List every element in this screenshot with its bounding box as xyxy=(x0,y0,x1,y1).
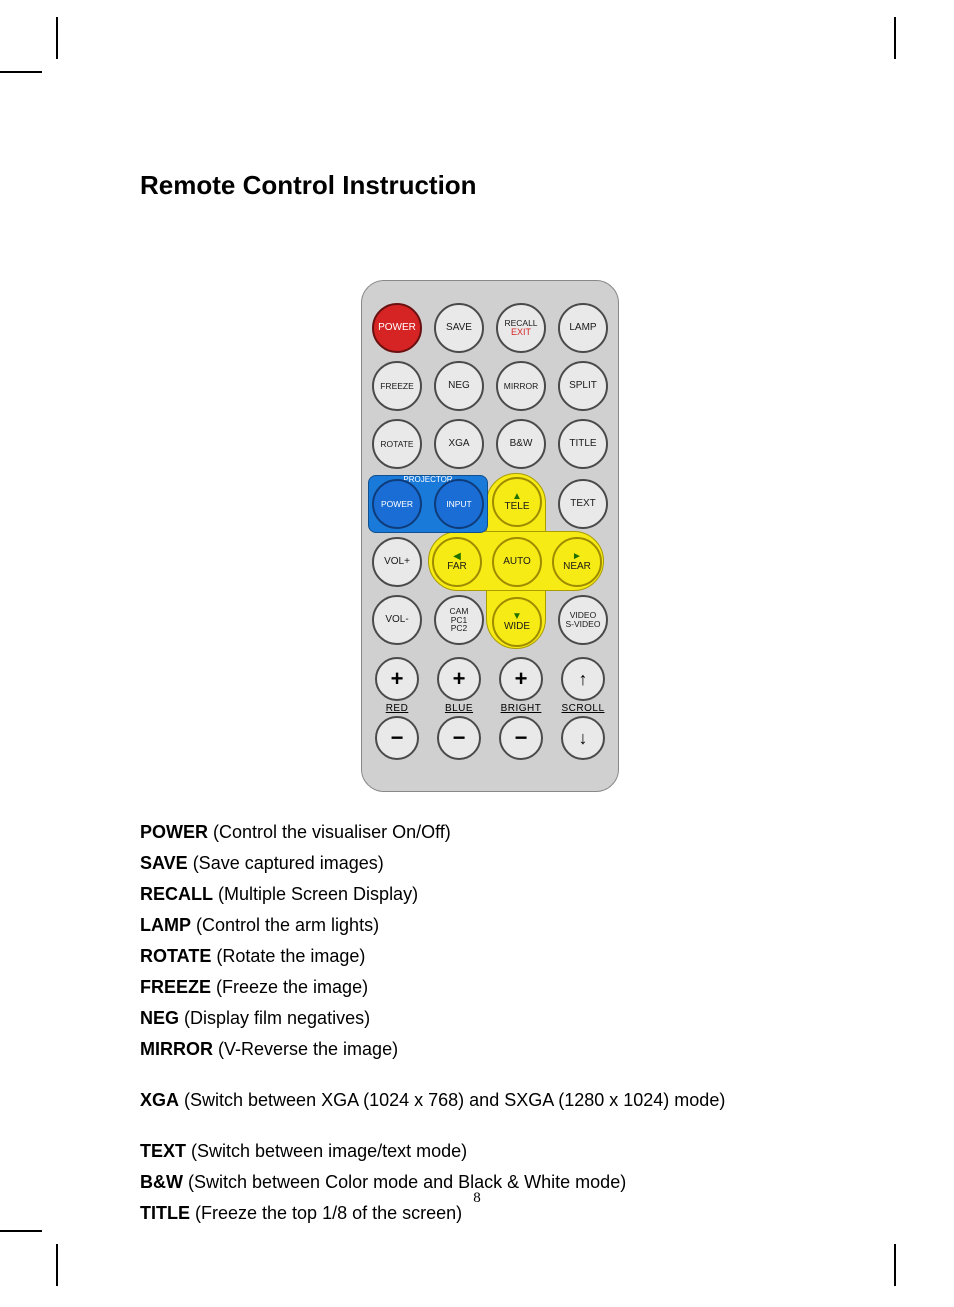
near-button: NEAR xyxy=(552,537,602,587)
cam-pc-button: CAMPC1PC2 xyxy=(434,595,484,645)
recall-button: RECALLEXIT xyxy=(496,303,546,353)
desc-neg: NEG (Display film negatives) xyxy=(140,1005,840,1032)
desc-mirror: MIRROR (V-Reverse the image) xyxy=(140,1036,840,1063)
title-button: TITLE xyxy=(558,419,608,469)
desc-text: TEXT (Switch between image/text mode) xyxy=(140,1138,840,1165)
remote-body: PROJECTOR POWER SAVE RECALLEXIT LAMP FRE… xyxy=(362,281,618,791)
video-button: VIDEOS-VIDEO xyxy=(558,595,608,645)
page-number: 8 xyxy=(0,1190,954,1207)
bright-adjust: + BRIGHT − xyxy=(496,657,546,760)
desc-lamp: LAMP (Control the arm lights) xyxy=(140,912,840,939)
split-button: SPLIT xyxy=(558,361,608,411)
red-adjust: + RED − xyxy=(372,657,422,760)
auto-button: AUTO xyxy=(492,537,542,587)
blue-plus-button: + xyxy=(437,657,481,701)
page-title: Remote Control Instruction xyxy=(140,170,840,201)
vol-plus-button: VOL+ xyxy=(372,537,422,587)
remote-illustration-wrap: PROJECTOR POWER SAVE RECALLEXIT LAMP FRE… xyxy=(140,281,840,791)
blue-adjust: + BLUE − xyxy=(434,657,484,760)
red-minus-button: − xyxy=(375,716,419,760)
rotate-button: ROTATE xyxy=(372,419,422,469)
scroll-up-button: ↑ xyxy=(561,657,605,701)
freeze-button: FREEZE xyxy=(372,361,422,411)
blue-minus-button: − xyxy=(437,716,481,760)
descriptions-block-xga: XGA (Switch between XGA (1024 x 768) and… xyxy=(140,1087,840,1114)
desc-power: POWER (Control the visualiser On/Off) xyxy=(140,819,840,846)
far-button: FAR xyxy=(432,537,482,587)
scroll-down-button: ↓ xyxy=(561,716,605,760)
bright-plus-button: + xyxy=(499,657,543,701)
scroll-adjust: ↑ SCROLL ↓ xyxy=(558,657,608,760)
xga-button: XGA xyxy=(434,419,484,469)
descriptions-block-2: TEXT (Switch between image/text mode) B&… xyxy=(140,1138,840,1227)
red-plus-button: + xyxy=(375,657,419,701)
desc-rotate: ROTATE (Rotate the image) xyxy=(140,943,840,970)
desc-recall: RECALL (Multiple Screen Display) xyxy=(140,881,840,908)
descriptions-block-1: POWER (Control the visualiser On/Off) SA… xyxy=(140,819,840,1063)
wide-button: WIDE xyxy=(492,597,542,647)
power-button: POWER xyxy=(372,303,422,353)
neg-button: NEG xyxy=(434,361,484,411)
desc-xga: XGA (Switch between XGA (1024 x 768) and… xyxy=(140,1087,840,1114)
projector-input-button: INPUT xyxy=(434,479,484,529)
desc-freeze: FREEZE (Freeze the image) xyxy=(140,974,840,1001)
mirror-button: MIRROR xyxy=(496,361,546,411)
desc-save: SAVE (Save captured images) xyxy=(140,850,840,877)
bright-minus-button: − xyxy=(499,716,543,760)
projector-power-button: POWER xyxy=(372,479,422,529)
lamp-button: LAMP xyxy=(558,303,608,353)
bw-button: B&W xyxy=(496,419,546,469)
tele-button: TELE xyxy=(492,477,542,527)
vol-minus-button: VOL- xyxy=(372,595,422,645)
save-button: SAVE xyxy=(434,303,484,353)
page-content: Remote Control Instruction PROJECTOR POW… xyxy=(140,170,840,1231)
text-button: TEXT xyxy=(558,479,608,529)
